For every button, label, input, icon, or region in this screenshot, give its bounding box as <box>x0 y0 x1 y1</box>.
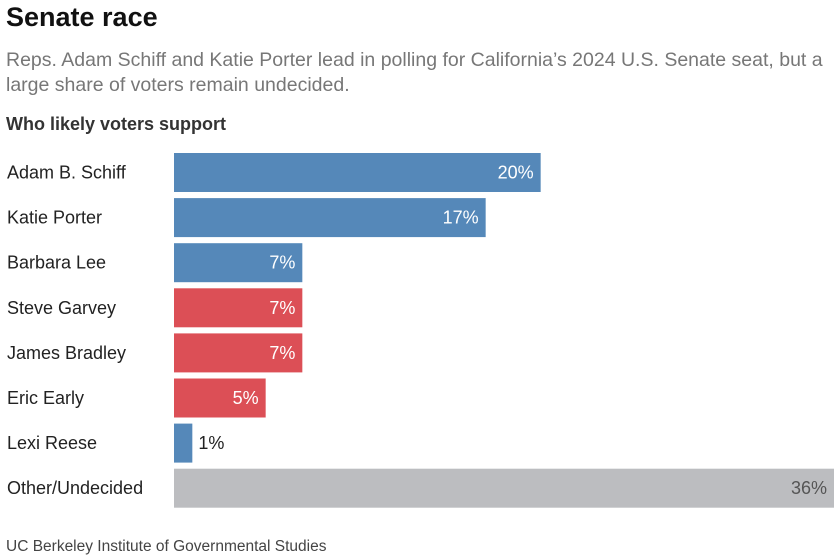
bar <box>174 243 303 283</box>
category-label: Steve Garvey <box>7 298 116 318</box>
chart-label-heading: Who likely voters support <box>6 114 227 134</box>
category-label: Adam B. Schiff <box>7 163 127 183</box>
data-label: 5% <box>233 388 259 408</box>
bar <box>174 468 834 508</box>
chart-title: Senate race <box>6 2 158 32</box>
source-credit: UC Berkeley Institute of Governmental St… <box>6 538 327 555</box>
chart-subtitle: Reps. Adam Schiff and Katie Porter lead … <box>6 49 823 96</box>
data-label: 7% <box>269 298 295 318</box>
bar <box>174 198 486 238</box>
bar <box>174 288 303 328</box>
data-label: 36% <box>791 478 827 498</box>
bar <box>174 378 266 418</box>
data-label: 1% <box>198 433 224 453</box>
category-label: Barbara Lee <box>7 253 106 273</box>
bar <box>174 333 303 373</box>
category-label: Other/Undecided <box>7 478 143 498</box>
data-label: 7% <box>269 343 295 363</box>
category-label: Katie Porter <box>7 208 102 228</box>
data-label: 17% <box>443 208 479 228</box>
data-label: 7% <box>269 253 295 273</box>
category-label: Eric Early <box>7 388 84 408</box>
category-label: Lexi Reese <box>7 433 97 453</box>
bar <box>174 153 541 192</box>
data-label: 20% <box>498 163 534 183</box>
bar <box>174 423 193 463</box>
category-label: James Bradley <box>7 343 126 363</box>
